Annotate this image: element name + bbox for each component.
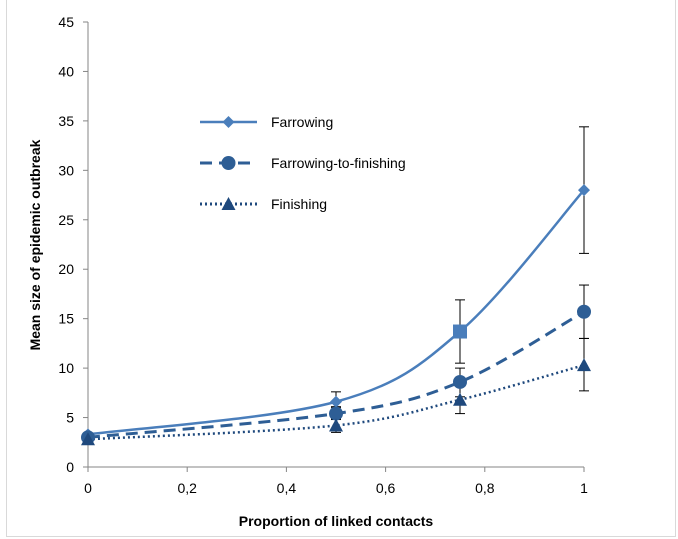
x-tick-label: 0,6 — [376, 480, 396, 496]
x-tick-label: 1 — [580, 480, 588, 496]
legend: Farrowing Farrowing-to-finishing Finishing — [200, 114, 406, 212]
y-tick-label: 35 — [58, 113, 74, 129]
legend-marker-1 — [221, 156, 236, 170]
y-tick-label: 45 — [58, 14, 74, 30]
y-tick-label: 15 — [58, 311, 74, 327]
y-tick-label: 30 — [58, 162, 74, 178]
x-tick-label: 0,4 — [277, 480, 297, 496]
y-tick-label: 20 — [58, 261, 74, 277]
data-point — [577, 358, 591, 372]
series-line-0 — [87, 189, 585, 436]
legend-label: Farrowing — [271, 114, 333, 130]
data-point — [329, 418, 343, 432]
axes — [83, 21, 585, 472]
legend-label: Farrowing-to-finishing — [271, 155, 406, 171]
chart-frame — [6, 0, 676, 537]
y-tick-label: 5 — [66, 410, 74, 426]
data-point — [577, 304, 591, 319]
legend-marker-2 — [221, 197, 236, 210]
data-point — [453, 392, 467, 406]
y-tick-label: 10 — [58, 360, 74, 376]
legend-label: Finishing — [271, 196, 327, 212]
series-markers — [81, 184, 591, 446]
data-point — [329, 406, 343, 421]
series-lines — [87, 189, 585, 441]
data-point — [330, 395, 342, 408]
y-tick-label: 25 — [58, 212, 74, 228]
series-line-1 — [87, 310, 585, 439]
data-point — [81, 432, 95, 446]
y-tick-label: 0 — [66, 459, 74, 475]
y-tick-label: 40 — [58, 63, 74, 79]
data-point — [453, 374, 467, 389]
legend-marker-0 — [222, 116, 235, 128]
data-point — [453, 324, 467, 339]
data-point — [578, 184, 590, 197]
x-tick-label: 0,2 — [177, 480, 197, 496]
tick-labels: 0 5 10 15 20 25 30 35 40 45 0 0,2 0,4 0,6 0,8 1 — [58, 14, 588, 496]
x-tick-label: 0 — [84, 480, 92, 496]
x-tick-label: 0,8 — [475, 480, 495, 496]
y-axis-title: Mean size of epidemic outbreak — [27, 139, 43, 350]
x-axis-title: Proportion of linked contacts — [239, 513, 434, 529]
